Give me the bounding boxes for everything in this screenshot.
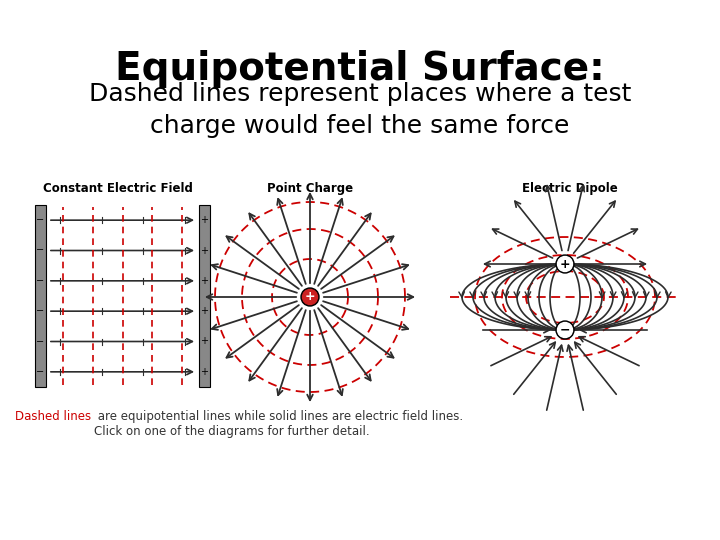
Text: +: + [200,367,209,377]
Text: −: − [559,323,570,336]
Text: −: − [37,367,45,377]
Circle shape [556,255,574,273]
Text: +: + [200,336,209,347]
Text: Electric Dipole: Electric Dipole [522,182,618,195]
Text: Dashed lines: Dashed lines [15,410,91,423]
Polygon shape [35,205,46,387]
Circle shape [301,288,319,306]
Text: −: − [37,306,45,316]
Polygon shape [199,205,210,387]
Circle shape [557,256,572,272]
Text: +: + [200,306,209,316]
Text: +: + [305,291,315,303]
Text: Equipotential Surface:: Equipotential Surface: [115,50,605,88]
Text: −: − [37,336,45,347]
Text: +: + [200,246,209,255]
Text: +: + [200,276,209,286]
Circle shape [557,322,572,338]
Circle shape [556,321,574,339]
Text: −: − [37,276,45,286]
Text: Dashed lines represent places where a test
charge would feel the same force: Dashed lines represent places where a te… [89,82,631,138]
Text: are equipotential lines while solid lines are electric field lines.
Click on one: are equipotential lines while solid line… [94,410,463,438]
Text: Constant Electric Field: Constant Electric Field [43,182,193,195]
Text: +: + [200,215,209,225]
Text: −: − [37,215,45,225]
Text: Point Charge: Point Charge [267,182,353,195]
Text: −: − [37,246,45,255]
Text: +: + [559,258,570,271]
Circle shape [302,289,318,305]
